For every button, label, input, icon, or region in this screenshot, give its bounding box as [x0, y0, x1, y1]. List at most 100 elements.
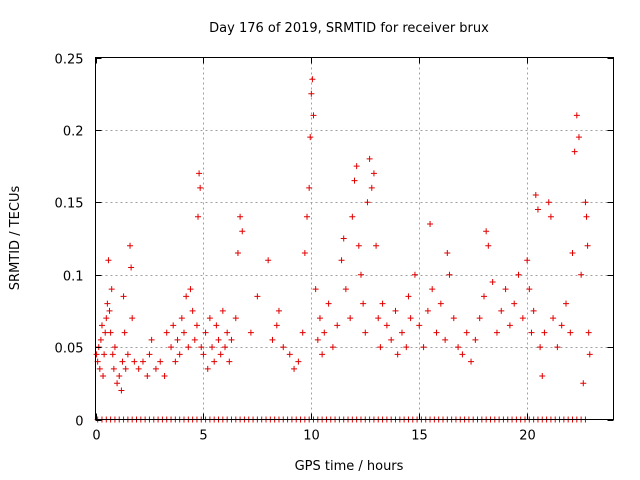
data-point [152, 365, 159, 372]
data-point [437, 300, 444, 307]
data-point [433, 329, 440, 336]
data-point [96, 365, 103, 372]
data-point [98, 322, 105, 329]
data-point [307, 134, 314, 141]
data-point [420, 344, 427, 351]
y-tick-label: 0.1 [63, 270, 84, 285]
data-point [211, 358, 218, 365]
data-point [222, 344, 228, 351]
data-point [362, 329, 369, 336]
data-point [416, 322, 423, 329]
data-point [541, 329, 548, 336]
data-point [455, 344, 462, 351]
data-point [114, 380, 121, 387]
data-point [161, 373, 168, 380]
data-point [585, 329, 592, 336]
data-point [534, 206, 541, 213]
data-point [547, 213, 554, 220]
data-point [583, 213, 590, 220]
data-point [174, 336, 181, 343]
data-point [368, 184, 375, 191]
data-point [569, 249, 576, 256]
data-point [316, 315, 323, 322]
data-point [97, 336, 104, 343]
data-point [213, 322, 220, 329]
data-point [306, 184, 313, 191]
data-point [563, 300, 570, 307]
data-point [578, 271, 585, 278]
data-point [340, 235, 347, 242]
data-point [187, 286, 194, 293]
data-point [511, 300, 518, 307]
data-point [357, 271, 364, 278]
data-point [135, 365, 142, 372]
data-point [301, 249, 308, 256]
data-point [111, 344, 118, 351]
data-point [360, 300, 367, 307]
data-point [108, 286, 115, 293]
y-tick-label: 0 [75, 415, 83, 430]
data-point [373, 242, 380, 249]
data-point [170, 322, 177, 329]
data-point [124, 351, 131, 358]
data-point [105, 257, 112, 264]
data-point [349, 213, 356, 220]
data-point [273, 322, 280, 329]
data-point [493, 329, 500, 336]
data-point [304, 213, 311, 220]
y-tick-label: 0.25 [55, 53, 84, 68]
x-axis-label: GPS time / hours [295, 459, 404, 474]
data-point [121, 329, 128, 336]
data-point [403, 344, 410, 351]
data-point [129, 315, 136, 322]
data-point [558, 322, 565, 329]
data-point [189, 307, 196, 314]
x-tick-label: 10 [303, 429, 320, 444]
data-point [122, 365, 129, 372]
data-point [463, 329, 470, 336]
data-point [446, 271, 453, 278]
data-point [575, 134, 582, 141]
y-axis-label: SRMTID / TECUs [8, 186, 23, 291]
data-point [93, 351, 100, 358]
data-point [379, 300, 386, 307]
data-point [234, 249, 241, 256]
data-point [106, 307, 113, 314]
y-tick-label: 0.15 [55, 197, 84, 212]
chart-title: Day 176 of 2019, SRMTID for receiver bru… [209, 21, 489, 36]
data-point [127, 242, 134, 249]
data-point [571, 148, 578, 155]
data-point [532, 192, 539, 199]
data-point [200, 351, 207, 358]
y-tick-labels: 0 0.05 0.1 0.15 0.2 0.25 [55, 53, 84, 430]
data-point [524, 257, 531, 264]
data-point [321, 329, 328, 336]
data-point [377, 344, 384, 351]
data-point [586, 351, 593, 358]
data-point [392, 307, 399, 314]
data-point [120, 293, 127, 300]
y-tick-label: 0.2 [63, 125, 84, 140]
data-point [554, 344, 561, 351]
data-point [101, 351, 108, 358]
data-point [119, 358, 126, 365]
data-point [206, 315, 213, 322]
data-point [118, 387, 125, 394]
data-point [146, 351, 153, 358]
data-point [224, 329, 231, 336]
data-point [334, 322, 341, 329]
data-point [237, 213, 244, 220]
data-point [202, 329, 209, 336]
data-point [580, 380, 587, 387]
data-point [355, 242, 362, 249]
data-point [411, 271, 418, 278]
data-point [319, 351, 326, 358]
x-tick-labels: 0 5 10 15 20 [92, 429, 535, 444]
data-point [183, 293, 190, 300]
data-point [539, 373, 546, 380]
data-point [502, 286, 509, 293]
data-point [472, 336, 479, 343]
data-point [131, 358, 138, 365]
data-point [102, 329, 109, 336]
